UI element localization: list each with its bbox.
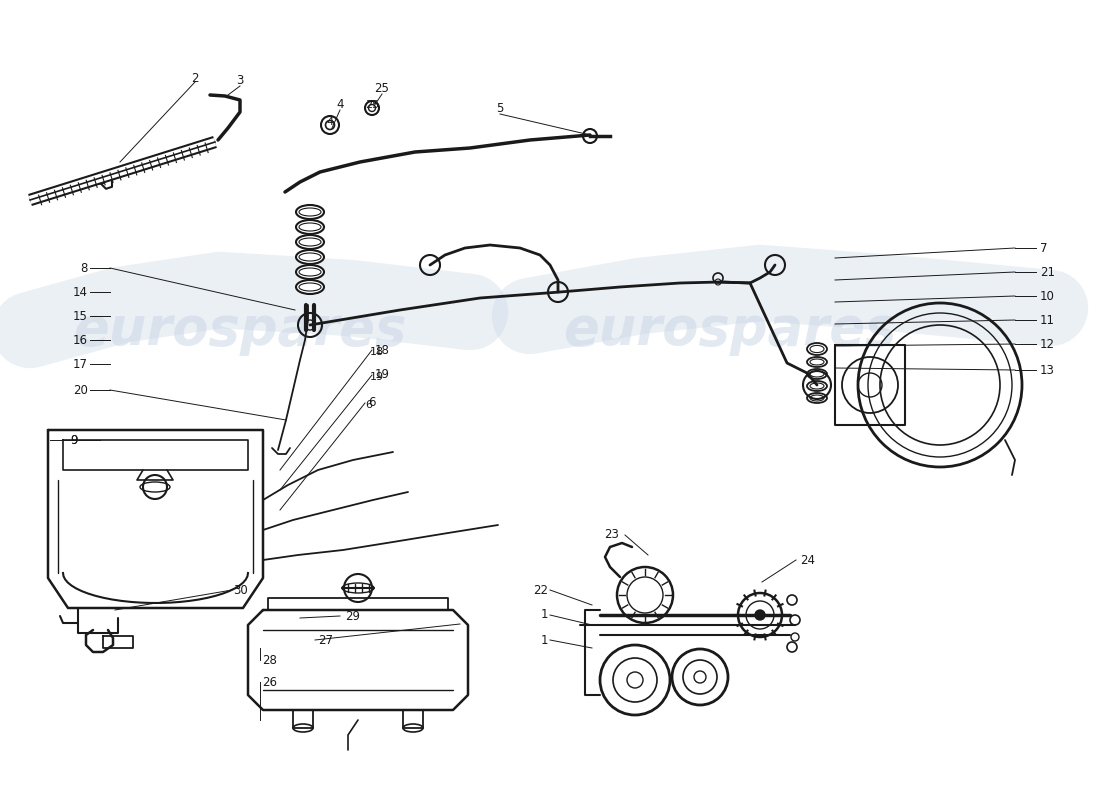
Text: 21: 21 — [1040, 266, 1055, 278]
Text: 2: 2 — [191, 71, 199, 85]
Text: 15: 15 — [73, 310, 88, 322]
Ellipse shape — [296, 280, 324, 294]
Text: 23: 23 — [605, 529, 619, 542]
Text: 9: 9 — [70, 434, 78, 446]
Text: 25: 25 — [375, 82, 389, 94]
Text: 19: 19 — [375, 369, 390, 382]
Ellipse shape — [296, 265, 324, 279]
Text: 16: 16 — [73, 334, 88, 346]
Ellipse shape — [807, 369, 827, 379]
Text: 18: 18 — [375, 343, 389, 357]
Text: 22: 22 — [534, 583, 548, 597]
Text: 19: 19 — [370, 372, 384, 382]
Text: 30: 30 — [233, 583, 248, 597]
Ellipse shape — [807, 343, 827, 355]
Text: 11: 11 — [1040, 314, 1055, 326]
Text: 9: 9 — [70, 434, 78, 446]
Text: eurospares: eurospares — [563, 304, 896, 356]
Ellipse shape — [296, 205, 324, 219]
Text: 6: 6 — [365, 400, 372, 410]
Ellipse shape — [807, 381, 827, 391]
Ellipse shape — [296, 235, 324, 249]
Text: 20: 20 — [73, 383, 88, 397]
Text: 12: 12 — [1040, 338, 1055, 350]
Ellipse shape — [807, 357, 827, 367]
Ellipse shape — [296, 250, 324, 264]
Text: 29: 29 — [345, 610, 360, 622]
Text: 27: 27 — [318, 634, 333, 646]
Text: 26: 26 — [262, 675, 277, 689]
Text: eurospares: eurospares — [74, 304, 407, 356]
Text: 4: 4 — [337, 98, 343, 110]
Text: 1: 1 — [540, 634, 548, 646]
Text: 7: 7 — [1040, 242, 1047, 254]
Text: 10: 10 — [1040, 290, 1055, 302]
Text: 13: 13 — [1040, 363, 1055, 377]
Text: 1: 1 — [540, 609, 548, 622]
Text: 24: 24 — [800, 554, 815, 566]
Text: 28: 28 — [262, 654, 277, 666]
Circle shape — [755, 610, 764, 620]
Text: 3: 3 — [236, 74, 244, 86]
Text: 6: 6 — [368, 397, 375, 410]
Ellipse shape — [807, 393, 827, 403]
Ellipse shape — [296, 220, 324, 234]
Text: 18: 18 — [370, 347, 384, 357]
Text: 17: 17 — [73, 358, 88, 370]
Text: 8: 8 — [80, 262, 88, 274]
Text: 25: 25 — [365, 100, 380, 110]
Text: 4: 4 — [327, 117, 333, 127]
Text: 5: 5 — [496, 102, 504, 114]
Text: 14: 14 — [73, 286, 88, 298]
